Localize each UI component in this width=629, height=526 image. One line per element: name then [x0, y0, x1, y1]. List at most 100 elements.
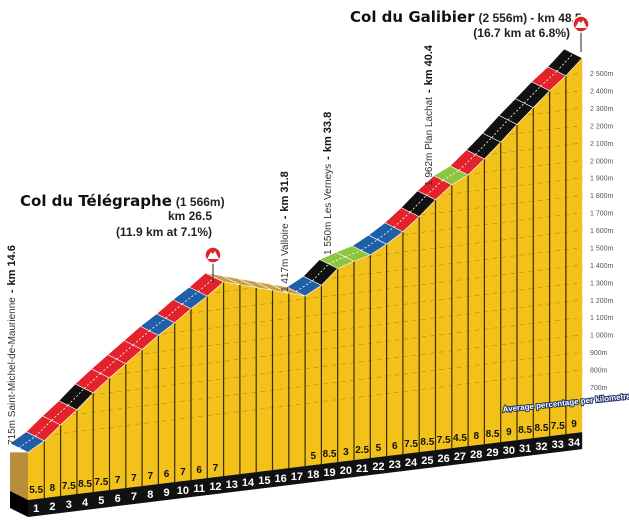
galibier-title: Col du Galibier (2 556m) - km 48.5 [350, 8, 582, 26]
lachat-label: 1 962m Plan Lachat-km 40.4 [423, 44, 435, 186]
km-label: 25 [421, 455, 433, 467]
galibier-detail: (16.7 km at 6.8%) [473, 26, 570, 40]
km-label: 23 [389, 459, 401, 471]
gradient-label: 8 [50, 483, 56, 494]
km-label: 1 [33, 503, 39, 515]
gradient-label: 8.5 [534, 423, 548, 434]
y-tick-label: 2 200m [590, 123, 614, 130]
summit-marker-icon [204, 246, 222, 282]
ribbon-centerline [556, 53, 574, 72]
km-label: 12 [209, 481, 221, 493]
gradient-label: 8.5 [323, 449, 337, 460]
km-label: 34 [568, 437, 581, 449]
y-tick-label: 700m [590, 385, 608, 392]
y-tick-label: 1 800m [590, 193, 614, 200]
y-tick-label: 1 100m [590, 315, 614, 322]
valloire-label: 1 417m Valloire-km 31.8 [279, 171, 291, 292]
profile-side [10, 443, 28, 508]
gradient-label: 7.5 [551, 421, 565, 432]
km-label: 20 [340, 465, 352, 477]
km-band-side [10, 491, 28, 517]
gradient-label: 9 [506, 427, 512, 438]
km-label: 29 [486, 447, 498, 459]
km-label: 2 [49, 501, 55, 513]
km-label: 14 [242, 477, 255, 489]
gradient-label: 4.5 [453, 433, 467, 444]
km-label: 18 [307, 469, 319, 481]
km-label: 22 [372, 461, 384, 473]
verneys-label: 1 550m Les Verneys-km 33.8 [322, 112, 334, 255]
ribbon-centerline [491, 119, 509, 138]
ribbon-centerline [442, 170, 460, 181]
km-label: 16 [275, 473, 287, 485]
gradient-label: 7 [147, 471, 153, 482]
km-label: 30 [503, 445, 515, 457]
km-label: 31 [519, 443, 531, 455]
gradient-label: 3 [343, 447, 349, 458]
gradient-label: 7.5 [437, 435, 451, 446]
profile-area [28, 58, 583, 500]
ribbon-centerline [18, 435, 36, 449]
y-tick-label: 900m [590, 350, 608, 357]
telegraphe-detail: (11.9 km at 7.1%) [116, 225, 212, 239]
gradient-label: 6 [196, 465, 202, 476]
gradient-label: 2.5 [355, 445, 369, 456]
km-label: 26 [438, 453, 450, 465]
km-label: 27 [454, 451, 466, 463]
km-band-bar [28, 432, 583, 517]
ribbon-centerline [344, 250, 362, 258]
km-label: 4 [82, 497, 89, 509]
ribbon-centerline [361, 239, 378, 251]
gradient-label: 7.5 [62, 481, 76, 492]
y-tick-label: 1 700m [590, 211, 614, 218]
km-label: 33 [552, 439, 564, 451]
km-label: 17 [291, 471, 303, 483]
y-tick-label: 1 500m [590, 245, 614, 252]
y-tick-label: 1 200m [590, 298, 614, 305]
ribbon-centerline [181, 291, 199, 305]
gradient-label: 8.5 [420, 437, 434, 448]
y-tick-label: 2 100m [590, 141, 614, 148]
y-tick-label: 1 600m [590, 228, 614, 235]
km-label: 28 [470, 449, 482, 461]
telegraphe-km: km 26.5 [168, 209, 212, 223]
gradient-label: 7.5 [404, 439, 418, 450]
y-tick-label: 2 000m [590, 158, 614, 165]
gradient-label: 9 [571, 419, 577, 430]
gradient-label: 8.5 [518, 425, 532, 436]
km-label: 21 [356, 463, 368, 475]
km-label: 11 [193, 483, 205, 495]
sky [0, 0, 629, 452]
ribbon-centerline [295, 280, 313, 292]
gradient-label: 7 [180, 467, 186, 478]
y-tick-label: 2 500m [590, 71, 614, 78]
summit-marker-icon [572, 15, 590, 52]
ribbon-centerline [149, 317, 166, 332]
km-label: 13 [226, 479, 238, 491]
gradient-label: 5.5 [29, 485, 43, 496]
km-label: 15 [258, 475, 270, 487]
ribbon-centerline [377, 226, 395, 240]
gradient-label: 6 [392, 441, 398, 452]
km-label: 5 [98, 495, 104, 507]
km-label: 32 [535, 441, 547, 453]
gradient-label: 8 [473, 431, 479, 442]
telegraphe-title: Col du Télégraphe (1 566m) [20, 192, 225, 210]
km-label: 7 [131, 491, 137, 503]
gradient-ribbon [9, 48, 583, 453]
km-label: 3 [66, 499, 72, 511]
gradient-label: 8.5 [486, 429, 500, 440]
gradient-label: 7 [115, 475, 121, 486]
y-tick-label: 1 400m [590, 263, 614, 270]
gradient-label: 5 [376, 443, 382, 454]
y-tick-label: 1 300m [590, 280, 614, 287]
y-tick-label: 2 300m [590, 106, 614, 113]
y-tick-label: 800m [590, 368, 608, 375]
start-label: 715m Saint-Michel-de-Maurienne-km 14.6 [6, 245, 18, 445]
km-label: 10 [177, 485, 189, 497]
y-axis: 700m 800m 900m 1 000m 1 100m 1 200m 1 300m 1 40… [590, 71, 614, 392]
gradient-label: 7 [213, 463, 219, 474]
km-label: 9 [163, 487, 169, 499]
